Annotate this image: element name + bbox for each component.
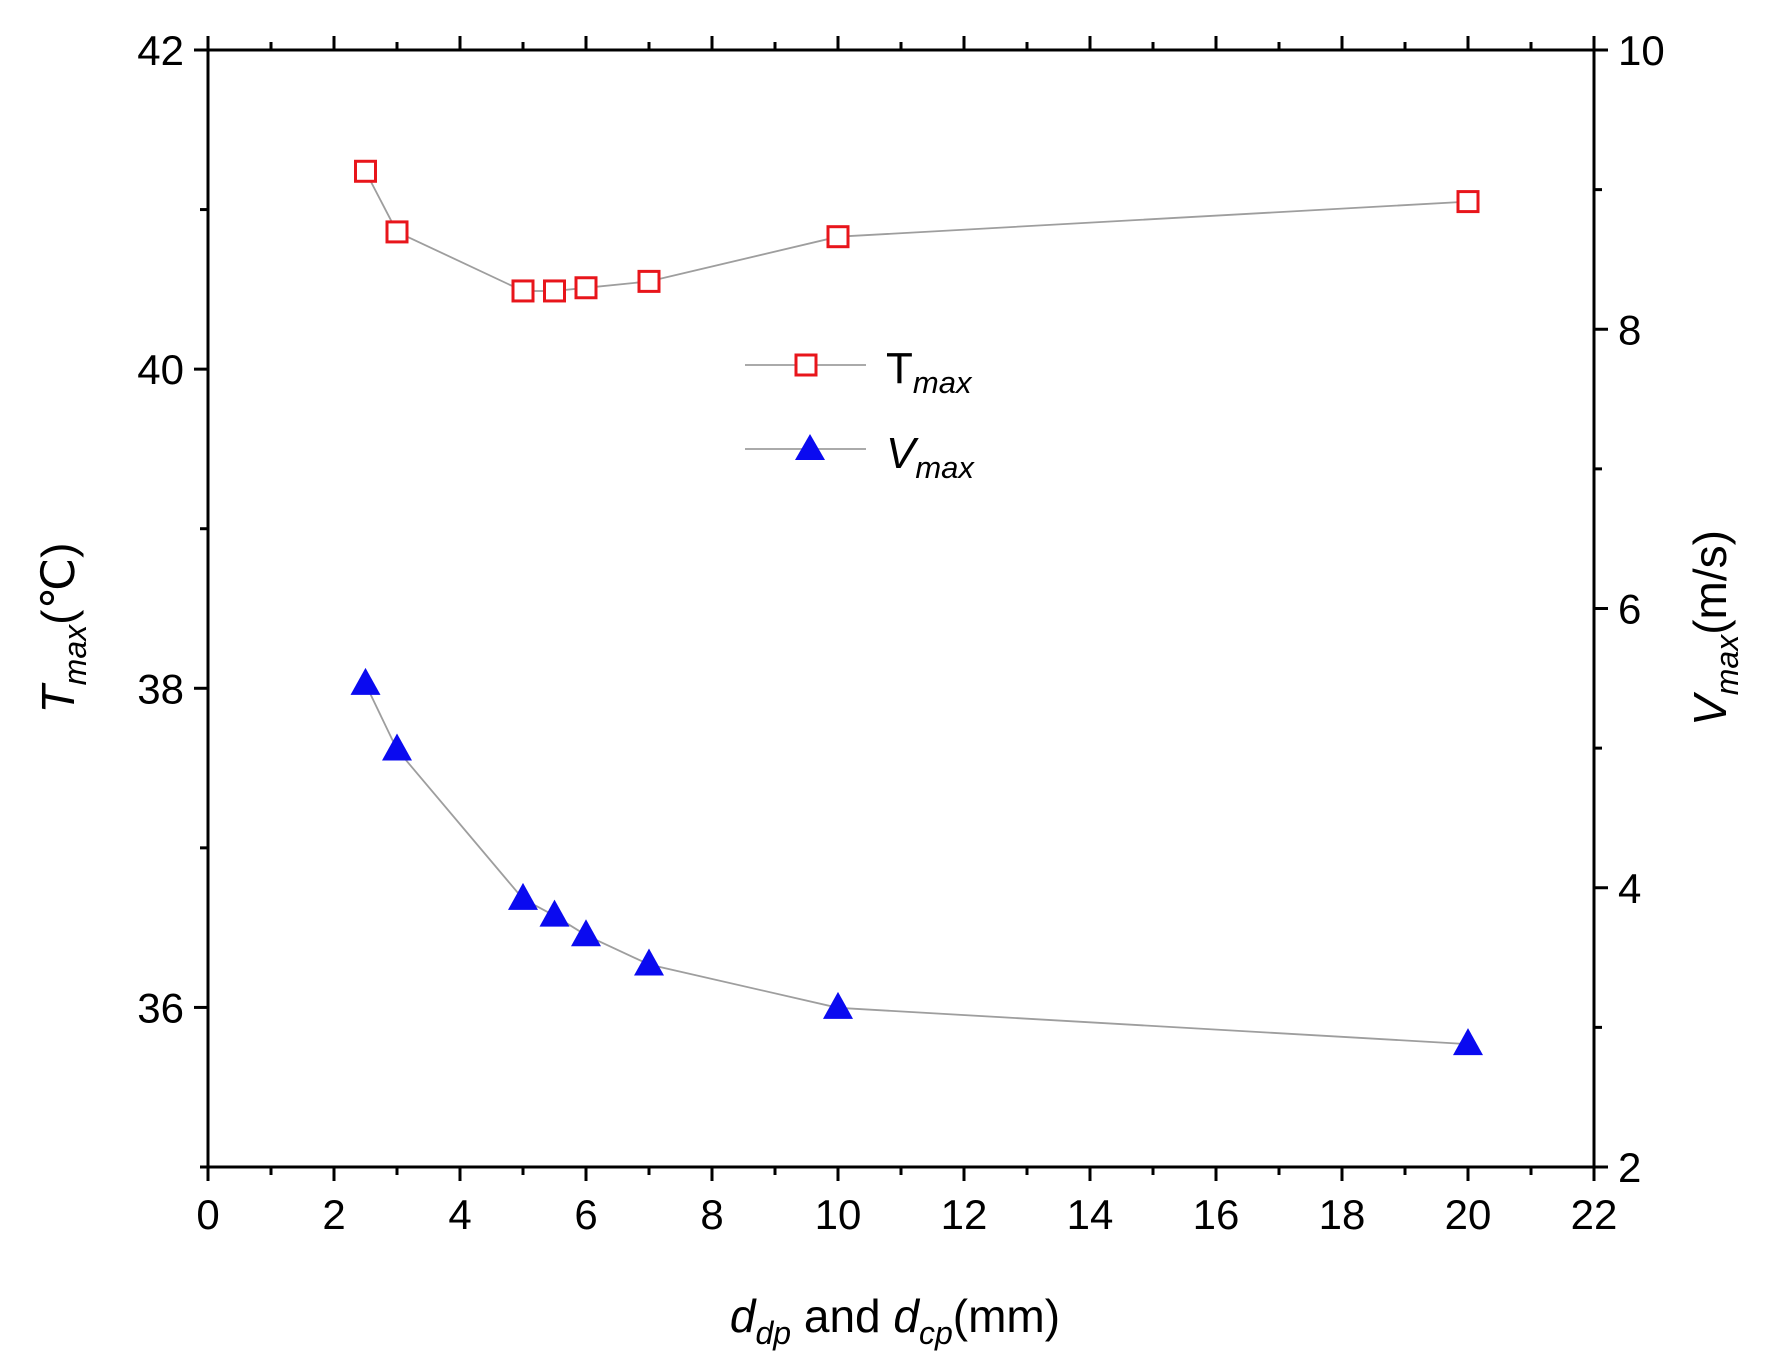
tmax-markers: [354, 159, 1480, 303]
x-tick-label: 6: [574, 1191, 597, 1238]
plot-frame: [206, 48, 1596, 1169]
tmax-point: [826, 225, 850, 249]
x-tick-label: 2: [322, 1191, 345, 1238]
right-y-tick-label: 4: [1618, 865, 1641, 912]
vmax-point: [823, 991, 853, 1019]
vmax-point: [634, 948, 664, 976]
tmax-point: [637, 269, 661, 293]
right-y-tick-label: 8: [1618, 306, 1641, 353]
left-y-tick-label: 36: [137, 984, 184, 1031]
right-y-tick-label: 10: [1618, 27, 1665, 74]
x-tick-label: 4: [448, 1191, 471, 1238]
vmax-point: [1453, 1028, 1483, 1056]
x-tick-label: 12: [941, 1191, 988, 1238]
x-tick-label: 8: [700, 1191, 723, 1238]
x-tick-label: 10: [815, 1191, 862, 1238]
tmax-point: [511, 279, 535, 303]
tmax-point: [385, 220, 409, 244]
vmax-series-line: [364, 683, 1469, 1045]
legend-vmax-label: Vmax: [886, 429, 975, 485]
x-tick-label: 20: [1445, 1191, 1492, 1238]
vmax-point: [508, 882, 538, 910]
legend-tmax-marker: [794, 353, 818, 377]
left-y-axis-title: Tmax(℃): [32, 543, 93, 714]
x-tick-label: 22: [1571, 1191, 1618, 1238]
x-tick-label: 18: [1319, 1191, 1366, 1238]
vmax-point: [382, 733, 412, 761]
vmax-point: [571, 919, 601, 947]
vmax-point: [350, 667, 381, 695]
vmax-point: [539, 899, 570, 927]
right-y-axis-title: Vmax(m/s): [1684, 530, 1745, 726]
left-y-tick-label: 38: [137, 665, 184, 712]
legend-vmax-marker: [795, 434, 825, 460]
vmax-markers: [350, 667, 1483, 1056]
right-y-tick-label: 6: [1618, 586, 1641, 633]
left-y-tick-label: 42: [137, 27, 184, 74]
legend: Tmax Vmax: [745, 344, 975, 485]
axis-ticks: [194, 36, 1608, 1181]
x-tick-label: 14: [1067, 1191, 1114, 1238]
tmax-point: [354, 159, 377, 183]
x-tick-label: 0: [196, 1191, 219, 1238]
tmax-point: [1456, 190, 1480, 214]
x-axis-title: ddp and dcp(mm): [730, 1290, 1060, 1351]
tmax-point: [574, 276, 598, 300]
legend-tmax-label: Tmax: [886, 344, 973, 400]
x-tick-label: 16: [1193, 1191, 1240, 1238]
tmax-point: [543, 279, 566, 303]
right-y-tick-label: 2: [1618, 1144, 1641, 1191]
tmax-series-line: [364, 170, 1469, 292]
left-y-tick-label: 40: [137, 346, 184, 393]
